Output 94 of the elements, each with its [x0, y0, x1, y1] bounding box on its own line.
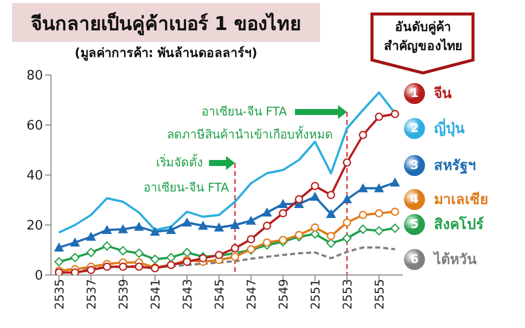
point [326, 190, 336, 200]
point [230, 220, 240, 229]
point [294, 230, 304, 240]
point [310, 223, 320, 232]
text: 1 [410, 86, 419, 100]
point [310, 192, 320, 201]
legend-label: สิงคโปร์ [434, 215, 484, 235]
point [262, 208, 272, 216]
legend-label: จีน [434, 84, 452, 104]
point [390, 224, 400, 233]
point [134, 248, 144, 258]
x-tick-label: 2537 [84, 279, 99, 310]
point [262, 222, 272, 230]
x-tick-label: 2541 [148, 279, 163, 310]
point [342, 218, 352, 227]
point [182, 248, 192, 258]
x-tick-label: 2555 [372, 279, 387, 310]
ref-line-label: เริ่มจัดตั้ง อาเซียน-จีน FTA [144, 153, 230, 194]
x-tick-label: 2553 [340, 279, 355, 310]
point [214, 222, 224, 232]
point [246, 216, 256, 225]
point [326, 209, 336, 218]
point [310, 182, 320, 190]
y-tick-label: 20 [26, 218, 43, 234]
legend-label: สหรัฐฯ [434, 157, 476, 176]
point [102, 225, 112, 234]
text: 2 [410, 121, 419, 135]
point [182, 218, 192, 226]
point [230, 252, 240, 261]
point [86, 232, 96, 241]
point [134, 222, 144, 231]
point [118, 224, 128, 234]
x-tick-label: 2539 [116, 279, 131, 310]
x-tick-label: 2545 [212, 279, 227, 310]
point [390, 208, 400, 216]
point [86, 266, 96, 274]
x-tick-label: 2551 [308, 279, 323, 310]
point [118, 246, 128, 256]
x-tick-label: 2549 [276, 279, 291, 310]
point [86, 248, 96, 258]
point [166, 252, 176, 262]
point [326, 232, 336, 240]
text: 6 [410, 252, 419, 266]
point [374, 112, 384, 121]
point [70, 238, 80, 246]
point [390, 110, 400, 118]
text: อันดับคู่ค้า สำคัญของไทย [383, 18, 463, 55]
legend-label: มาเลเซีย [434, 190, 488, 210]
point [278, 209, 288, 218]
point [342, 194, 352, 204]
point [102, 262, 112, 271]
x-tick-label: 2547 [244, 279, 259, 310]
y-tick-label: 60 [26, 118, 43, 134]
point [54, 257, 64, 266]
legend-label: ไต้หวัน [434, 250, 477, 270]
point [342, 234, 352, 243]
point [70, 252, 80, 262]
y-tick-label: 80 [26, 68, 43, 84]
point [70, 268, 80, 275]
point [358, 210, 368, 220]
legend-label: ญี่ปุ่น [434, 117, 465, 139]
point [390, 178, 400, 186]
point [358, 183, 368, 192]
point [166, 225, 176, 234]
point [150, 226, 160, 236]
ref-line-label: อาเซียน-จีน FTA ลดภาษีสินค้านำเข้าเกือบทั้งหมด [167, 104, 333, 142]
point [118, 262, 128, 271]
point [278, 199, 288, 208]
point [102, 241, 112, 251]
point [374, 226, 384, 236]
point [358, 224, 368, 234]
x-tick-label: 2535 [52, 279, 67, 310]
point [326, 238, 336, 248]
point [278, 236, 288, 244]
point [54, 242, 64, 252]
point [198, 220, 208, 230]
y-tick-label: 40 [26, 168, 43, 184]
point [230, 244, 240, 252]
point [246, 235, 256, 244]
text: 3 [410, 158, 419, 172]
text: 5 [410, 217, 419, 231]
point [134, 262, 144, 271]
point [358, 130, 368, 140]
point [262, 238, 272, 247]
point [198, 254, 208, 262]
point [374, 183, 384, 192]
chart-subtitle: (มูลค่าการค้า: พันล้านดอลลาร์ฯ) [74, 44, 258, 63]
x-tick-label: 2543 [180, 279, 195, 310]
chart-title: จีนกลายเป็นคู่ค้าเบอร์ 1 ของไทย [30, 11, 302, 38]
point [294, 195, 304, 204]
point [342, 158, 352, 167]
y-tick-label: 0 [34, 268, 43, 284]
point [150, 254, 160, 264]
point [374, 209, 384, 218]
